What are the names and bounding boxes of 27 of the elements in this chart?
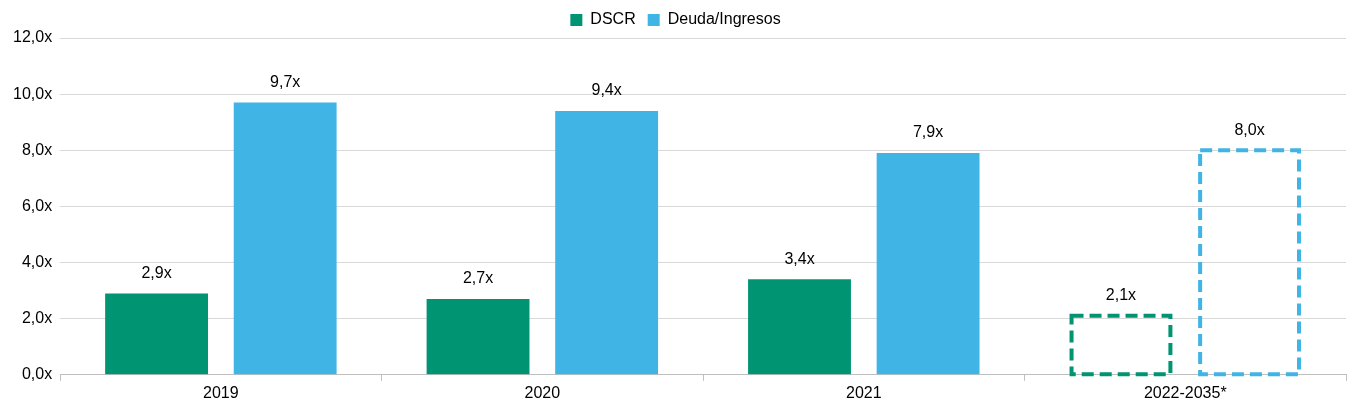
data-label: 3,4x <box>784 249 815 267</box>
y-tick-label: 12,0x <box>13 28 53 46</box>
data-label: 7,9x <box>912 123 944 141</box>
data-label: 9,4x <box>591 81 622 99</box>
x-tick-label: 2021 <box>846 383 882 401</box>
legend-label: Deuda/Ingresos <box>667 10 781 28</box>
x-tick-label: 2022-2035* <box>1143 383 1227 401</box>
y-tick-label: 4,0x <box>21 252 53 270</box>
x-tick-label: 2019 <box>203 383 239 401</box>
legend-label: DSCR <box>590 10 636 28</box>
data-label: 2,1x <box>1105 286 1137 304</box>
y-tick-label: 2,0x <box>21 309 53 327</box>
y-tick-label: 6,0x <box>21 196 53 214</box>
bar <box>876 153 980 375</box>
y-tick-label: 0,0x <box>21 365 53 383</box>
data-label: 8,0x <box>1234 120 1265 138</box>
x-tick-label: 2020 <box>524 383 561 401</box>
bar <box>233 102 337 375</box>
bar <box>748 279 851 375</box>
data-label: 2,7x <box>462 269 494 287</box>
y-tick-label: 10,0x <box>13 84 53 102</box>
bar <box>426 299 530 375</box>
y-tick-label: 8,0x <box>21 140 53 158</box>
bar <box>105 293 209 375</box>
bar <box>555 110 659 375</box>
data-label: 9,7x <box>270 72 301 90</box>
data-label: 2,9x <box>141 263 172 281</box>
